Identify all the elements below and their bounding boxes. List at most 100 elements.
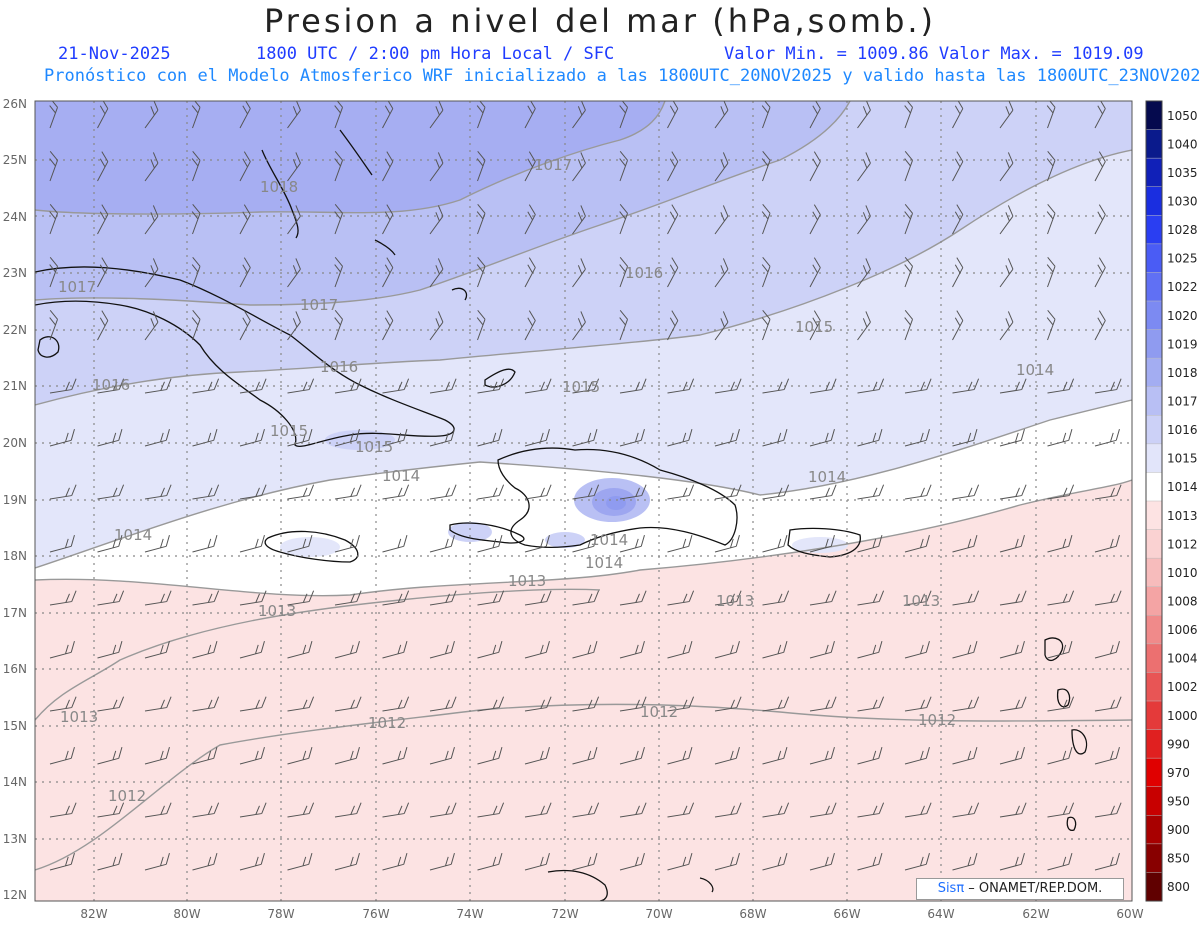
wind-barb [97, 204, 109, 235]
wind-barb [429, 152, 444, 182]
lat-label: 25N [3, 153, 27, 167]
wind-barb [857, 378, 885, 394]
wind-barb [49, 534, 75, 553]
wind-barb [334, 852, 360, 871]
wind-barb [144, 378, 172, 394]
wind-barb [619, 203, 628, 235]
colorbar-label: 1022 [1167, 280, 1198, 294]
wind-barb [524, 484, 552, 500]
wind-barb [857, 696, 885, 712]
colorbar-swatch [1145, 672, 1163, 702]
colorbar-swatch [1145, 472, 1163, 502]
wind-barb [999, 852, 1025, 871]
contour-label-layer: 1017 1018 1017 1017 1016 1016 1016 1015 … [58, 156, 1054, 805]
wind-barb [429, 205, 444, 235]
wind-barb [572, 428, 598, 447]
wind-barb [287, 428, 313, 447]
wind-barb [904, 378, 932, 394]
wind-barb [429, 590, 457, 606]
credit-box: Sisπ – ONAMET/REP.DOM. [916, 878, 1124, 900]
wind-barb [192, 378, 220, 394]
wind-barb [714, 205, 729, 235]
colorbar-label: 1006 [1167, 623, 1198, 637]
wind-barb [97, 484, 125, 500]
wind-barb [952, 484, 980, 500]
wind-barb [477, 428, 503, 447]
wind-barb [144, 852, 170, 871]
wind-barb [619, 150, 628, 182]
contour-label: 1015 [562, 378, 600, 396]
wind-barb [904, 640, 930, 659]
wind-barb [714, 640, 740, 659]
wind-barb [239, 428, 265, 447]
wind-barb [382, 484, 410, 500]
wind-barb [809, 101, 821, 129]
wind-barbs [49, 101, 1122, 871]
wind-barb [904, 484, 932, 500]
wind-barb [334, 101, 343, 129]
wind-barb [1047, 590, 1075, 606]
wind-barb [1046, 256, 1056, 288]
wind-barb [857, 205, 871, 235]
wind-barb [287, 590, 315, 606]
wind-barb [904, 203, 913, 235]
wind-barb [476, 150, 486, 182]
wind-barb [667, 310, 679, 341]
wind-barb [714, 534, 740, 553]
graticule [35, 101, 1132, 901]
forecast-time: 1800 UTC / 2:00 pm Hora Local / SFC [256, 44, 615, 64]
wind-barb [97, 852, 123, 871]
wind-barb [809, 802, 837, 818]
wind-barb [714, 484, 742, 500]
wind-barb [904, 802, 932, 818]
colorbar-label: 1028 [1167, 223, 1198, 237]
wind-barb [572, 311, 586, 341]
colorbar-label: 1012 [1167, 537, 1198, 551]
wind-barb [97, 590, 125, 606]
wind-barb [714, 746, 740, 765]
wind-barb [239, 378, 267, 394]
contour-label: 1015 [795, 318, 833, 336]
wind-barb [287, 802, 315, 818]
coastlines [35, 129, 1088, 901]
wind-barb [1047, 378, 1075, 394]
wind-barb [809, 310, 821, 341]
wind-barb [857, 152, 871, 182]
wind-barb [192, 428, 218, 447]
wind-barb [382, 746, 408, 765]
wind-barb [477, 696, 505, 712]
wind-barb [952, 257, 964, 288]
colorbar-swatch [1145, 529, 1163, 559]
contour-label: 1016 [625, 264, 663, 282]
forecast-date: 21-Nov-2025 [58, 44, 171, 64]
wind-barb [334, 640, 360, 659]
wind-barb [192, 590, 220, 606]
wind-barb [952, 640, 978, 659]
wind-barb [1094, 428, 1120, 447]
contour-label: 1017 [58, 278, 96, 296]
wind-barb [429, 311, 444, 341]
wind-barb [572, 534, 598, 553]
wind-barb [429, 802, 457, 818]
wind-barb [524, 310, 536, 341]
wind-barb [239, 310, 251, 341]
wind-barb [857, 428, 883, 447]
wind-barb [667, 257, 679, 288]
wind-barb [287, 258, 301, 288]
wind-barb [857, 534, 883, 553]
wind-barb [1094, 746, 1120, 765]
wind-barb [49, 802, 77, 818]
wind-barb [334, 428, 360, 447]
wind-barb [191, 101, 201, 129]
wind-barb [619, 746, 645, 765]
wind-barb [334, 484, 362, 500]
wind-barb [429, 428, 455, 447]
wind-barb [477, 802, 505, 818]
wind-barb [1094, 484, 1122, 500]
pressure-fill-layer [35, 101, 1132, 901]
lat-label: 19N [3, 493, 27, 507]
wind-barb [477, 746, 503, 765]
wind-barb [572, 802, 600, 818]
wind-barb [429, 534, 455, 553]
